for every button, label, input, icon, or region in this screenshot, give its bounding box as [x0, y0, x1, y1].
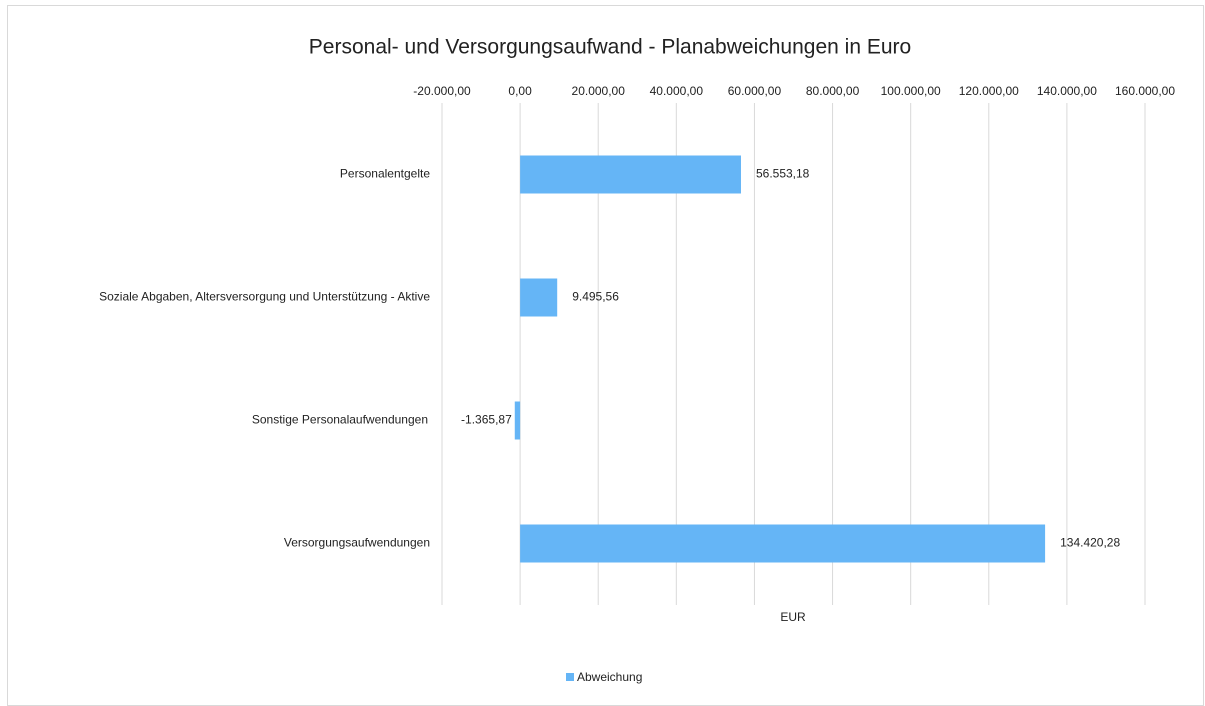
data-label: -1.365,87: [461, 413, 512, 427]
bar: [520, 278, 558, 317]
x-tick-label: 80.000,00: [806, 84, 860, 98]
x-tick-label: 100.000,00: [881, 84, 941, 98]
x-tick-label: 140.000,00: [1037, 84, 1097, 98]
y-tick-label: Personalentgelte: [340, 167, 430, 181]
data-label: 56.553,18: [756, 167, 810, 181]
bar: [514, 401, 521, 440]
data-label: 9.495,56: [572, 290, 619, 304]
x-tick-label: 120.000,00: [959, 84, 1019, 98]
y-tick-label: Soziale Abgaben, Altersversorgung und Un…: [99, 290, 430, 304]
x-tick-label: -20.000,00: [413, 84, 471, 98]
legend-label: Abweichung: [577, 670, 642, 684]
bar: [520, 155, 741, 194]
x-tick-label: 40.000,00: [650, 84, 704, 98]
x-axis-label: EUR: [780, 610, 806, 624]
x-tick-label: 160.000,00: [1115, 84, 1175, 98]
chart-border: [7, 5, 1204, 706]
legend-swatch: [566, 673, 574, 681]
x-tick-label: 60.000,00: [728, 84, 782, 98]
x-tick-label: 0,00: [508, 84, 532, 98]
chart-title: Personal- und Versorgungsaufwand - Plana…: [309, 36, 911, 59]
bar: [520, 524, 1046, 563]
data-label: 134.420,28: [1060, 536, 1120, 550]
x-tick-label: 20.000,00: [572, 84, 626, 98]
y-tick-label: Versorgungsaufwendungen: [284, 536, 430, 550]
y-tick-label: Sonstige Personalaufwendungen: [252, 413, 428, 427]
